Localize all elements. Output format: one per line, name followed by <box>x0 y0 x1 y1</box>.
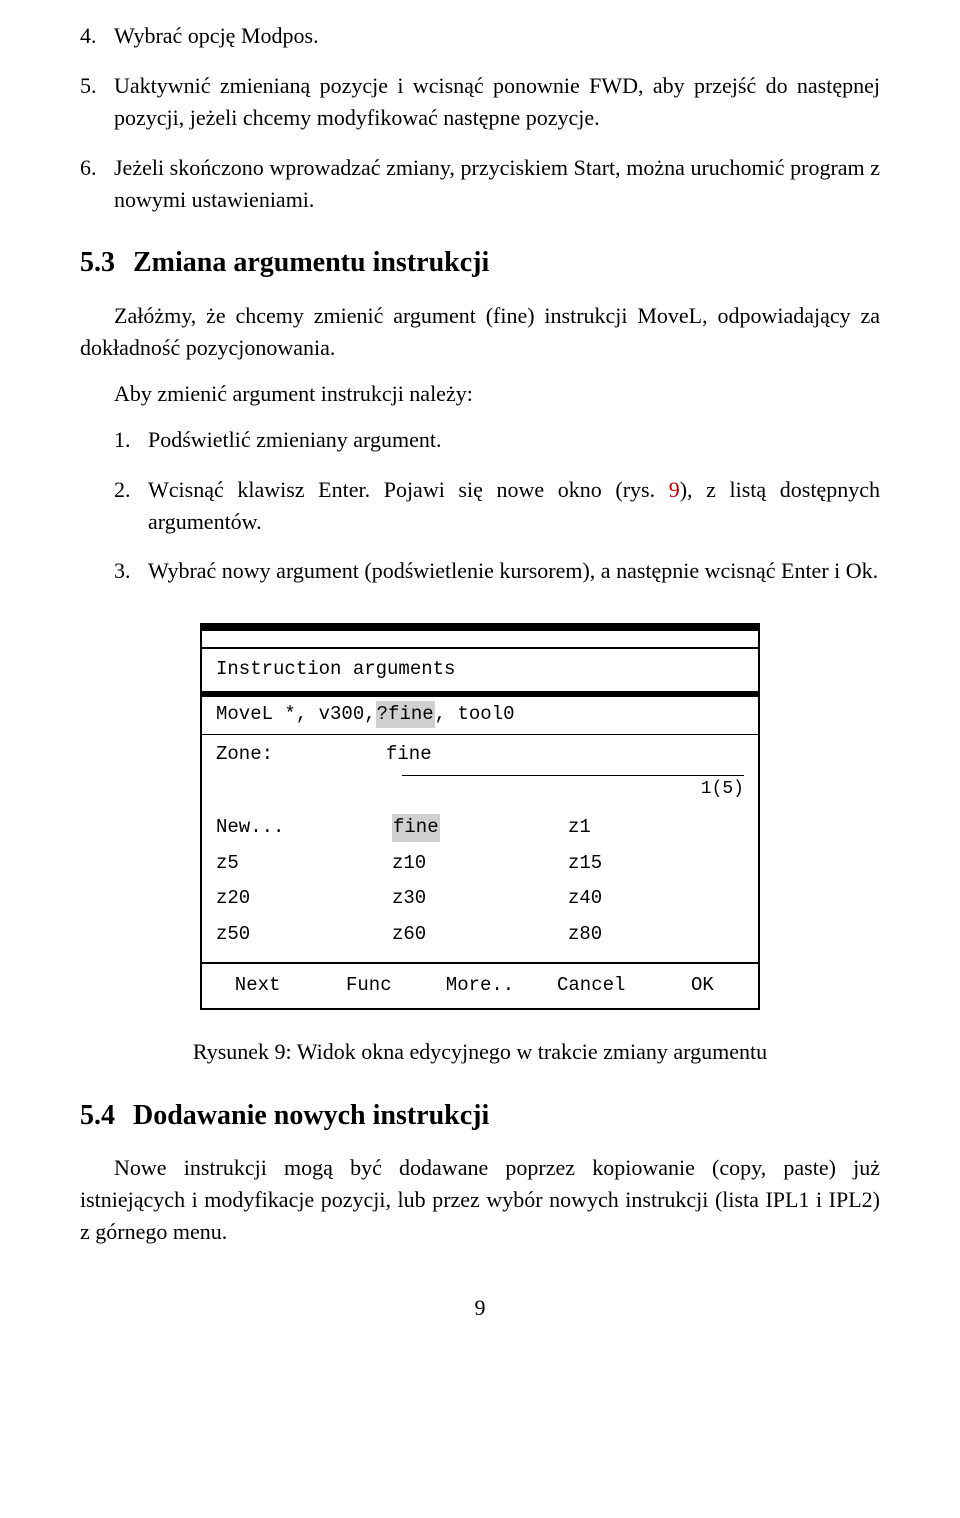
grid-cell[interactable]: z40 <box>568 881 744 917</box>
counter: 1(5) <box>202 776 758 806</box>
grid-cell[interactable]: z10 <box>392 846 568 882</box>
item-number: 6. <box>80 152 114 216</box>
grid-cell[interactable]: z5 <box>216 846 392 882</box>
grid-row: z20 z30 z40 <box>216 881 744 917</box>
section-heading-5-3: 5.3 Zmiana argumentu instrukcji <box>80 243 880 284</box>
item-number: 1. <box>114 424 148 456</box>
grid-cell[interactable]: z20 <box>216 881 392 917</box>
list-item: 2. Wcisnąć klawisz Enter. Pojawi się now… <box>114 474 880 538</box>
item-number: 5. <box>80 70 114 134</box>
grid-cell[interactable]: z30 <box>392 881 568 917</box>
paragraph: Załóżmy, że chcemy zmienić argument (fin… <box>80 300 880 364</box>
ok-button[interactable]: OK <box>647 964 758 1008</box>
item-number: 2. <box>114 474 148 538</box>
item-number: 4. <box>80 20 114 52</box>
list-item: 4. Wybrać opcję Modpos. <box>80 20 880 52</box>
item-text: Wybrać nowy argument (podświetlenie kurs… <box>148 555 880 587</box>
code-fragment: MoveL *, v300, <box>216 701 376 729</box>
func-button[interactable]: Func <box>313 964 424 1008</box>
paragraph: Nowe instrukcji mogą być dodawane poprze… <box>80 1152 880 1248</box>
item-text: Uaktywnić zmienianą pozycje i wcisnąć po… <box>114 70 880 134</box>
sub-list: 1. Podświetlić zmieniany argument. 2. Wc… <box>114 424 880 588</box>
options-grid: New... fine z1 z5 z10 z15 z20 z30 z40 z5… <box>202 806 758 962</box>
list-item: 1. Podświetlić zmieniany argument. <box>114 424 880 456</box>
grid-row: z50 z60 z80 <box>216 917 744 953</box>
grid-cell[interactable]: z80 <box>568 917 744 953</box>
text-fragment: Wcisnąć klawisz Enter. Pojawi się nowe o… <box>148 477 669 502</box>
cancel-button[interactable]: Cancel <box>536 964 647 1008</box>
section-number: 5.4 <box>80 1100 115 1131</box>
next-button[interactable]: Next <box>202 964 313 1008</box>
item-text: Jeżeli skończono wprowadzać zmiany, przy… <box>114 152 880 216</box>
grid-row: New... fine z1 <box>216 810 744 846</box>
section-heading-5-4: 5.4 Dodawanie nowych instrukcji <box>80 1096 880 1137</box>
item-text: Podświetlić zmieniany argument. <box>148 424 880 456</box>
panel-header: Instruction arguments <box>202 649 758 691</box>
grid-cell[interactable]: z1 <box>568 810 744 846</box>
zone-row: Zone: fine <box>202 735 758 775</box>
code-line: MoveL *, v300, ?fine, tool0 <box>202 697 758 733</box>
primary-list: 4. Wybrać opcję Modpos. 5. Uaktywnić zmi… <box>80 20 880 215</box>
more-button[interactable]: More.. <box>424 964 535 1008</box>
grid-cell[interactable]: z15 <box>568 846 744 882</box>
section-title: Zmiana argumentu instrukcji <box>133 247 489 278</box>
divider <box>202 631 758 649</box>
item-text: Wybrać opcję Modpos. <box>114 20 880 52</box>
grid-cell[interactable]: z50 <box>216 917 392 953</box>
grid-row: z5 z10 z15 <box>216 846 744 882</box>
list-item: 5. Uaktywnić zmienianą pozycje i wcisnąć… <box>80 70 880 134</box>
grid-cell[interactable]: fine <box>392 810 568 846</box>
section-number: 5.3 <box>80 247 115 278</box>
page-number: 9 <box>80 1292 880 1324</box>
code-selected: ?fine <box>376 701 435 729</box>
panel-footer: Next Func More.. Cancel OK <box>202 962 758 1008</box>
paragraph: Aby zmienić argument instrukcji należy: <box>80 378 880 410</box>
section-title: Dodawanie nowych instrukcji <box>133 1100 489 1131</box>
figure-panel: Instruction arguments MoveL *, v300, ?fi… <box>200 623 760 1009</box>
terminal-window: Instruction arguments MoveL *, v300, ?fi… <box>200 623 760 1009</box>
grid-cell-selected: fine <box>392 814 440 842</box>
zone-label: Zone: <box>216 741 386 769</box>
list-item: 6. Jeżeli skończono wprowadzać zmiany, p… <box>80 152 880 216</box>
item-text: Wcisnąć klawisz Enter. Pojawi się nowe o… <box>148 474 880 538</box>
grid-cell[interactable]: z60 <box>392 917 568 953</box>
grid-cell[interactable]: New... <box>216 810 392 846</box>
zone-value: fine <box>386 741 432 769</box>
list-item: 3. Wybrać nowy argument (podświetlenie k… <box>114 555 880 587</box>
figure-caption: Rysunek 9: Widok okna edycyjnego w trakc… <box>80 1036 880 1068</box>
item-number: 3. <box>114 555 148 587</box>
code-fragment: , tool0 <box>435 701 515 729</box>
figure-ref: 9 <box>669 477 680 502</box>
